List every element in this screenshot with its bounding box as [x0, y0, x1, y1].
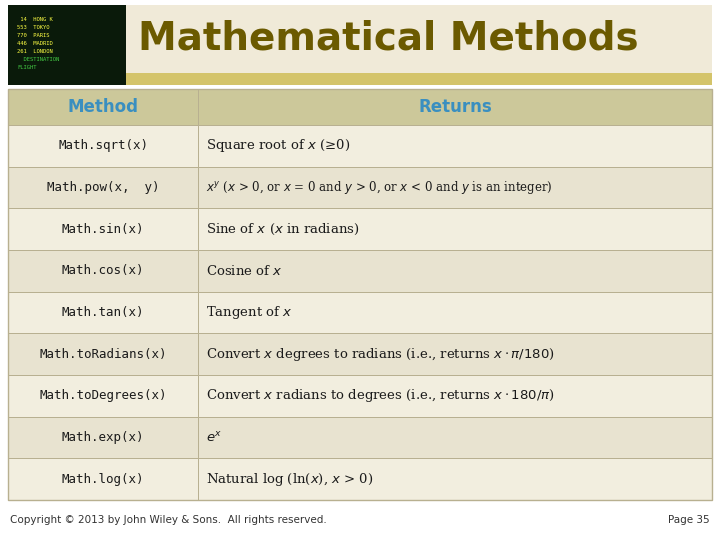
Bar [8, 5, 126, 85]
Bar [8, 333, 198, 375]
Text: $x^y$ ($x$ > 0, or $x$ = 0 and $y$ > 0, or $x$ < 0 and $y$ is an integer): $x^y$ ($x$ > 0, or $x$ = 0 and $y$ > 0, … [206, 179, 553, 196]
Text: Math.toDegrees(x): Math.toDegrees(x) [40, 389, 167, 402]
Text: Method: Method [68, 98, 138, 116]
Text: 770  PARIS: 770 PARIS [17, 33, 50, 38]
Text: Math.log(x): Math.log(x) [62, 472, 144, 485]
Text: Square root of $x$ (≥0): Square root of $x$ (≥0) [206, 137, 350, 154]
Bar [198, 333, 712, 375]
Text: Cosine of $x$: Cosine of $x$ [206, 264, 283, 278]
Text: Copyright © 2013 by John Wiley & Sons.  All rights reserved.: Copyright © 2013 by John Wiley & Sons. A… [10, 515, 327, 525]
Text: Math.cos(x): Math.cos(x) [62, 265, 144, 278]
Text: Math.toRadians(x): Math.toRadians(x) [40, 348, 167, 361]
Text: Natural log (ln($x$), $x$ > 0): Natural log (ln($x$), $x$ > 0) [206, 471, 374, 488]
Text: 446  MADRID: 446 MADRID [17, 41, 53, 46]
Text: Math.sqrt(x): Math.sqrt(x) [58, 139, 148, 152]
Bar [198, 417, 712, 458]
Text: 261  LONDON: 261 LONDON [17, 49, 53, 54]
Bar [198, 167, 712, 208]
Text: DESTINATION: DESTINATION [17, 57, 60, 62]
Text: Math.sin(x): Math.sin(x) [62, 222, 144, 235]
Text: Convert $x$ degrees to radians (i.e., returns $x \cdot \pi/180$): Convert $x$ degrees to radians (i.e., re… [206, 346, 555, 363]
Text: Mathematical Methods: Mathematical Methods [138, 20, 639, 58]
Bar [8, 5, 712, 85]
Bar [8, 417, 198, 458]
Text: Math.exp(x): Math.exp(x) [62, 431, 144, 444]
Bar [8, 292, 198, 333]
Bar [198, 208, 712, 250]
Text: Returns: Returns [418, 98, 492, 116]
Text: 14  HONG K: 14 HONG K [17, 17, 53, 22]
Bar [198, 458, 712, 500]
Bar [198, 250, 712, 292]
Bar [8, 73, 712, 85]
Text: Tangent of $x$: Tangent of $x$ [206, 304, 293, 321]
Text: FLIGHT: FLIGHT [17, 65, 37, 70]
Bar [198, 292, 712, 333]
Text: Convert $x$ radians to degrees (i.e., returns $x \cdot 180/\pi$): Convert $x$ radians to degrees (i.e., re… [206, 387, 555, 404]
Bar [198, 125, 712, 167]
Bar [8, 89, 712, 500]
Bar [8, 375, 198, 417]
Bar [8, 125, 198, 167]
Text: 553  TOKYO: 553 TOKYO [17, 25, 50, 30]
Bar [8, 250, 198, 292]
Bar [198, 89, 712, 125]
Text: Page 35: Page 35 [668, 515, 710, 525]
Text: $e^x$: $e^x$ [206, 430, 222, 444]
Bar [8, 167, 198, 208]
Bar [8, 208, 198, 250]
Text: Sine of $x$ ($x$ in radians): Sine of $x$ ($x$ in radians) [206, 221, 360, 237]
Bar [198, 375, 712, 417]
Bar [8, 458, 198, 500]
Bar [8, 89, 198, 125]
Text: Math.tan(x): Math.tan(x) [62, 306, 144, 319]
Text: Math.pow(x,  y): Math.pow(x, y) [47, 181, 159, 194]
